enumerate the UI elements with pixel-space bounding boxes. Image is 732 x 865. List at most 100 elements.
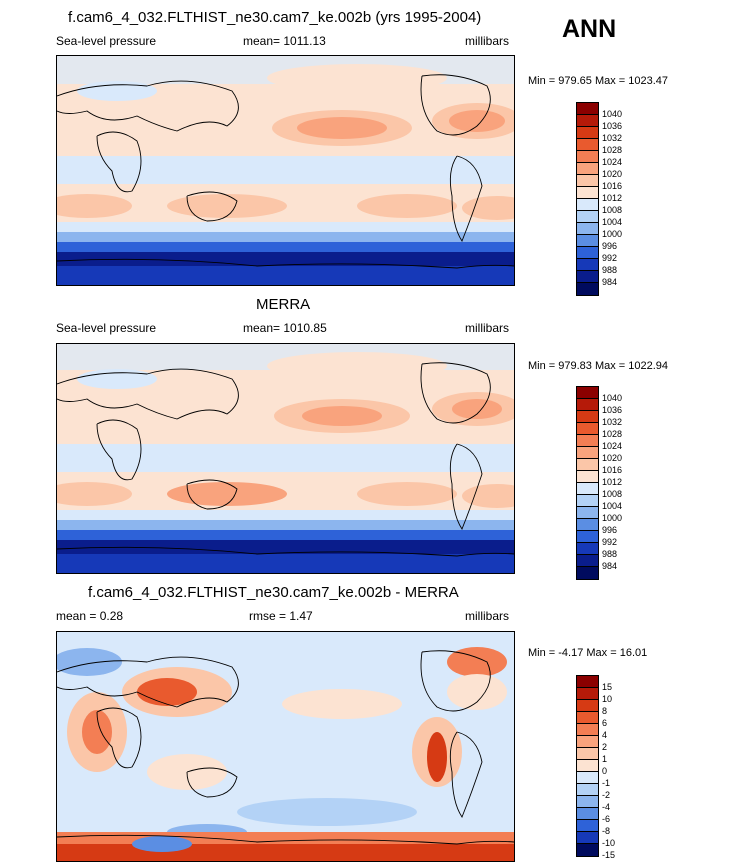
colorbar-tick-label: 984	[602, 277, 618, 287]
season-label: ANN	[562, 15, 617, 43]
colorbar-tick-label: 1	[602, 754, 608, 764]
colorbar-swatch	[577, 676, 598, 688]
panel-3-map	[56, 631, 515, 862]
colorbar-swatch	[577, 103, 598, 115]
colorbar-swatch	[577, 127, 598, 139]
panel-1-map-plot	[57, 56, 514, 285]
colorbar-tick-label: 1012	[602, 193, 623, 203]
colorbar-swatch	[577, 796, 598, 808]
panel-1-variable-label: Sea-level pressure	[56, 34, 157, 48]
panel-3-minmax: Min = -4.17 Max = 16.01	[528, 647, 648, 659]
panel-2-variable-label: Sea-level pressure	[56, 321, 157, 335]
colorbar-swatch	[577, 567, 598, 579]
colorbar-swatch	[577, 283, 598, 295]
colorbar-swatch	[577, 820, 598, 832]
colorbar-swatch	[577, 507, 598, 519]
panel-2-map	[56, 343, 515, 574]
colorbar-tick-label: 1040	[602, 109, 623, 119]
colorbar-swatch	[577, 211, 598, 223]
colorbar-tick-label: 6	[602, 718, 608, 728]
panel-1-units-label: millibars	[465, 34, 510, 48]
colorbar-swatch	[577, 784, 598, 796]
colorbar-swatch	[577, 271, 598, 283]
colorbar-swatch	[577, 411, 598, 423]
colorbar-tick-label: 8	[602, 706, 608, 716]
colorbar-tick-label: 992	[602, 253, 618, 263]
colorbar-tick-label: 1036	[602, 405, 623, 415]
panel-3-units-label: millibars	[465, 609, 510, 623]
colorbar-tick-label: 996	[602, 525, 618, 535]
colorbar-swatch	[577, 175, 598, 187]
colorbar-swatch	[577, 471, 598, 483]
colorbar-swatch	[577, 808, 598, 820]
panel-1-mean-label: mean= 1011.13	[243, 34, 326, 48]
panel-1-colorbar	[576, 102, 599, 296]
colorbar-tick-label: 996	[602, 241, 618, 251]
colorbar-swatch	[577, 387, 598, 399]
colorbar-tick-label: -15	[602, 850, 616, 860]
colorbar-tick-label: 988	[602, 265, 618, 275]
colorbar-tick-label: 2	[602, 742, 608, 752]
colorbar-tick-label: 4	[602, 730, 608, 740]
colorbar-tick-label: 1004	[602, 217, 623, 227]
colorbar-swatch	[577, 495, 598, 507]
colorbar-tick-label: 988	[602, 549, 618, 559]
panel-1-map	[56, 55, 515, 286]
colorbar-tick-label: 1008	[602, 489, 623, 499]
colorbar-swatch	[577, 447, 598, 459]
panel-3-title: f.cam6_4_032.FLTHIST_ne30.cam7_ke.002b -…	[88, 584, 459, 601]
colorbar-swatch	[577, 423, 598, 435]
panel-2-mean-label: mean= 1010.85	[243, 321, 327, 335]
colorbar-swatch	[577, 151, 598, 163]
colorbar-tick-label: -4	[602, 802, 611, 812]
colorbar-swatch	[577, 772, 598, 784]
colorbar-swatch	[577, 712, 598, 724]
colorbar-swatch	[577, 187, 598, 199]
colorbar-swatch	[577, 235, 598, 247]
colorbar-swatch	[577, 844, 598, 856]
colorbar-tick-label: 1028	[602, 145, 623, 155]
colorbar-swatch	[577, 543, 598, 555]
colorbar-tick-label: 1000	[602, 513, 623, 523]
panel-3-mean-label: mean = 0.28	[56, 609, 124, 623]
colorbar-tick-label: 1008	[602, 205, 623, 215]
colorbar-swatch	[577, 832, 598, 844]
colorbar-swatch	[577, 199, 598, 211]
colorbar-swatch	[577, 399, 598, 411]
colorbar-tick-label: 1000	[602, 229, 623, 239]
colorbar-tick-label: 1016	[602, 181, 623, 191]
colorbar-tick-label: 1004	[602, 501, 623, 511]
colorbar-swatch	[577, 259, 598, 271]
colorbar-swatch	[577, 223, 598, 235]
colorbar-tick-label: 0	[602, 766, 608, 776]
colorbar-tick-label: -6	[602, 814, 611, 824]
colorbar-swatch	[577, 724, 598, 736]
colorbar-tick-label: 1032	[602, 417, 623, 427]
colorbar-swatch	[577, 736, 598, 748]
colorbar-swatch	[577, 139, 598, 151]
colorbar-tick-label: 1024	[602, 441, 623, 451]
colorbar-tick-label: -10	[602, 838, 616, 848]
colorbar-tick-label: 992	[602, 537, 618, 547]
colorbar-swatch	[577, 435, 598, 447]
colorbar-swatch	[577, 748, 598, 760]
colorbar-tick-label: 1028	[602, 429, 623, 439]
colorbar-tick-label: -8	[602, 826, 611, 836]
panel-2-colorbar	[576, 386, 599, 580]
panel-3-colorbar	[576, 675, 599, 857]
colorbar-swatch	[577, 531, 598, 543]
colorbar-swatch	[577, 459, 598, 471]
colorbar-tick-label: 1024	[602, 157, 623, 167]
colorbar-swatch	[577, 483, 598, 495]
panel-3-map-plot	[57, 632, 514, 861]
colorbar-swatch	[577, 760, 598, 772]
colorbar-tick-label: 1012	[602, 477, 623, 487]
colorbar-swatch	[577, 688, 598, 700]
colorbar-tick-label: 1020	[602, 169, 623, 179]
colorbar-swatch	[577, 163, 598, 175]
colorbar-swatch	[577, 555, 598, 567]
colorbar-tick-label: -2	[602, 790, 611, 800]
colorbar-tick-label: -1	[602, 778, 611, 788]
panel-1-minmax: Min = 979.65 Max = 1023.47	[528, 75, 669, 87]
colorbar-tick-label: 1040	[602, 393, 623, 403]
